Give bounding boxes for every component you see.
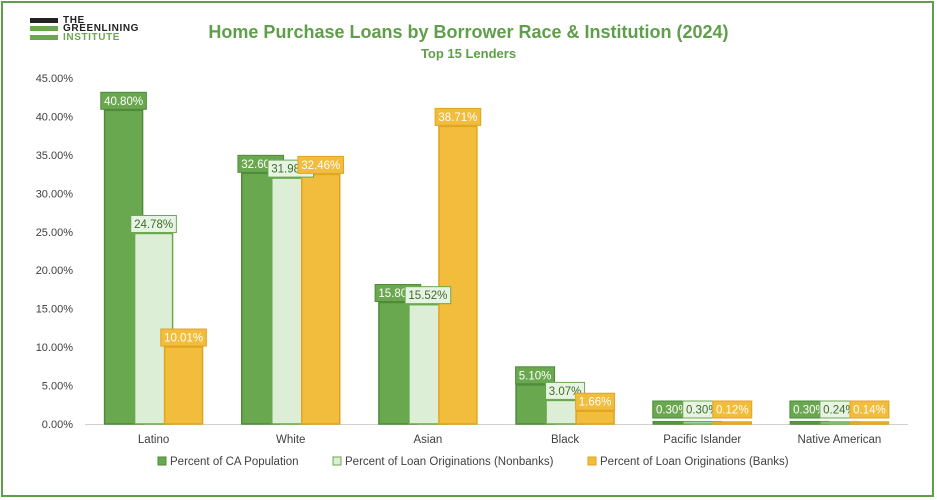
legend-swatch [157, 456, 167, 466]
logo-line3: INSTITUTE [63, 32, 121, 43]
data-label-box [297, 155, 345, 174]
y-tick-label: 0.00% [42, 419, 73, 431]
data-label-box [712, 400, 753, 419]
data-label: 10.01% [164, 333, 203, 345]
x-tick-label: Pacific Islander [663, 434, 741, 446]
x-tick-label: White [276, 434, 305, 446]
bar [438, 125, 478, 425]
logo-bar [30, 18, 58, 23]
data-label: 40.80% [104, 96, 143, 108]
data-label-box [404, 286, 452, 305]
chart-title: Home Purchase Loans by Borrower Race & I… [208, 22, 729, 42]
y-tick-label: 25.00% [36, 227, 74, 239]
y-tick-label: 45.00% [36, 73, 74, 85]
data-label: 0.24% [823, 405, 856, 417]
data-label-box [100, 91, 147, 110]
legend-label: Percent of Loan Originations (Nonbanks) [345, 456, 554, 468]
y-tick-label: 40.00% [36, 111, 74, 123]
y-tick-label: 10.00% [36, 342, 74, 354]
data-label: 38.71% [438, 112, 477, 124]
data-label: 0.30% [793, 405, 826, 417]
bar [575, 410, 615, 425]
logo-bar [30, 35, 58, 40]
data-label-box [545, 381, 586, 400]
data-label: 0.12% [716, 405, 749, 417]
x-tick-label: Black [551, 434, 579, 446]
legend-swatch [587, 456, 597, 466]
y-tick-label: 30.00% [36, 188, 74, 200]
y-tick-label: 35.00% [36, 150, 74, 162]
data-label-box [515, 366, 556, 385]
y-tick-label: 5.00% [42, 381, 73, 393]
x-tick-label: Asian [414, 434, 443, 446]
logo-line1: THE [63, 15, 85, 26]
data-label: 24.78% [134, 219, 173, 231]
y-tick-label: 15.00% [36, 304, 74, 316]
logo-bar [30, 26, 58, 31]
legend-label: Percent of Loan Originations (Banks) [600, 456, 789, 468]
bar [301, 173, 341, 425]
legend-label: Percent of CA Population [170, 456, 299, 468]
data-label-box [575, 392, 616, 411]
bar [849, 421, 890, 425]
logo-line2: GREENLINING [63, 23, 140, 34]
data-label-box [160, 328, 207, 347]
data-label: 1.66% [579, 397, 612, 409]
bar [163, 346, 204, 425]
data-label: 0.14% [853, 405, 886, 417]
x-tick-label: Native American [798, 434, 882, 446]
data-label-box [434, 107, 482, 126]
data-label: 3.07% [549, 386, 582, 398]
data-label-box [849, 400, 890, 419]
y-tick-label: 20.00% [36, 265, 74, 277]
data-label: 32.46% [301, 160, 340, 172]
bar [712, 421, 752, 425]
data-label: 0.30% [656, 405, 689, 417]
x-tick-label: Latino [138, 434, 169, 446]
legend-swatch [332, 456, 342, 466]
data-label: 15.52% [408, 290, 447, 302]
data-label-box [130, 214, 177, 233]
data-label: 5.10% [519, 370, 552, 382]
data-label: 0.30% [686, 405, 719, 417]
chart-subtitle: Top 15 Lenders [420, 46, 517, 61]
